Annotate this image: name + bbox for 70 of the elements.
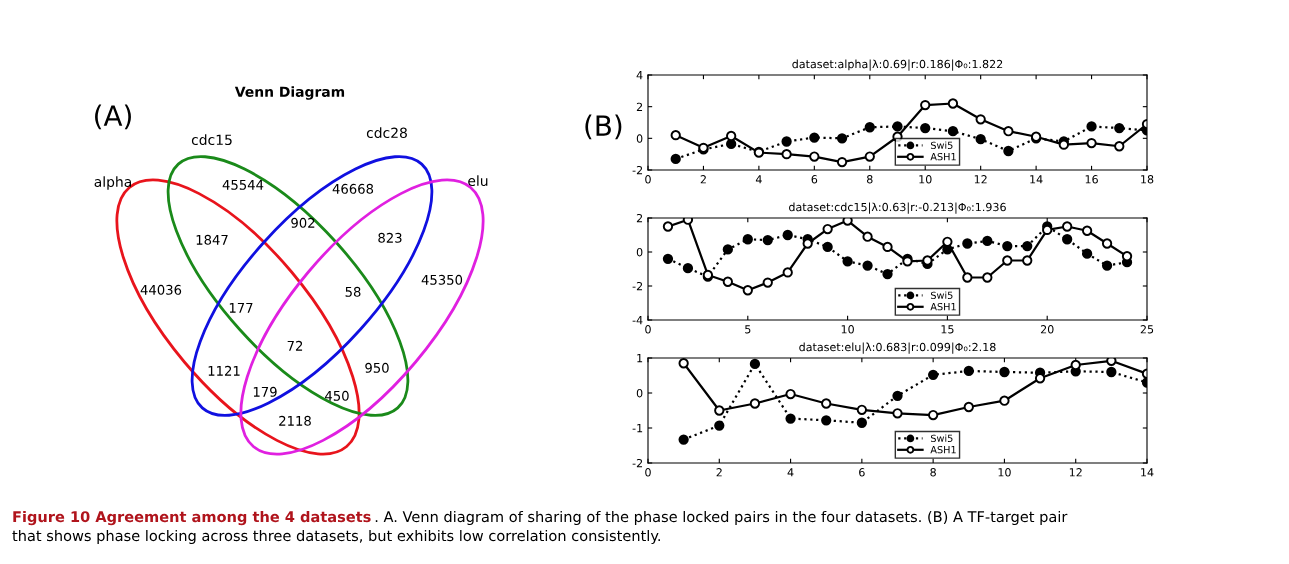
text: (A) <box>95 104 131 130</box>
y-tick-label: -2 <box>632 458 643 468</box>
text: 179 <box>253 386 277 397</box>
text: 823 <box>378 232 402 243</box>
x-tick-label: 0 <box>645 325 651 334</box>
x-tick-label: 0 <box>645 175 651 184</box>
y-tick-label: -4 <box>632 316 643 325</box>
x-tick-label: 2 <box>716 468 722 477</box>
x-tick-label: 2 <box>700 175 706 184</box>
y-tick-label: 2 <box>636 213 643 223</box>
text: 45544 <box>222 180 264 190</box>
legend-label: ASH1 <box>930 445 956 454</box>
x-tick-label: 0 <box>645 468 651 477</box>
text: 177 <box>229 303 253 313</box>
chart-title: dataset:cdc15|λ:0.63|r:-0.213|Φ₀:1.936 <box>789 202 1006 214</box>
x-tick-label: 14 <box>1030 175 1043 184</box>
text: 46668 <box>332 183 374 194</box>
x-tick-label: 4 <box>787 468 794 477</box>
caption: Figure 10 Agreement among the 4 datasets <box>13 510 371 526</box>
legend-label: ASH1 <box>930 302 956 311</box>
text: 450 <box>325 390 349 401</box>
category-label: elu <box>468 175 488 187</box>
x-tick-label: 6 <box>811 175 818 184</box>
x-tick-label: 12 <box>974 175 987 184</box>
text: 58 <box>345 286 361 297</box>
text: (B) <box>585 114 622 140</box>
x-tick-label: 4 <box>755 175 762 184</box>
y-tick-label: 0 <box>636 134 643 143</box>
category-label: cdc28 <box>366 127 407 139</box>
y-tick-label: -2 <box>632 281 643 291</box>
legend-label: Swi5 <box>930 141 953 149</box>
y-tick-label: 4 <box>636 71 643 80</box>
x-tick-label: 8 <box>930 468 936 477</box>
x-tick-label: 14 <box>1141 468 1154 477</box>
text: . A. Venn diagram of sharing of the phase locked pairs in the four datasets. (B) A TF-target pair <box>375 510 1068 526</box>
x-tick-label: 20 <box>1040 325 1054 334</box>
legend-label: ASH1 <box>930 152 956 161</box>
y-tick-label: -1 <box>632 424 643 433</box>
y-tick-label: 1 <box>637 354 643 363</box>
y-tick-label: 2 <box>636 102 643 111</box>
x-tick-label: 16 <box>1085 175 1098 184</box>
y-tick-label: -2 <box>632 165 643 175</box>
text: 1847 <box>196 234 228 245</box>
x-tick-label: 10 <box>841 325 854 334</box>
x-tick-label: 10 <box>919 175 932 184</box>
legend-label: Swi5 <box>930 291 953 299</box>
text: 902 <box>291 217 315 228</box>
x-tick-label: 10 <box>998 468 1011 477</box>
text: 45350 <box>421 274 463 285</box>
text: 44036 <box>140 284 182 295</box>
x-tick-label: 5 <box>745 325 751 334</box>
legend-label: Swi5 <box>930 434 953 442</box>
x-tick-label: 18 <box>1141 175 1154 184</box>
x-tick-label: 6 <box>859 468 865 477</box>
y-tick-label: 0 <box>636 247 643 257</box>
x-tick-label: 15 <box>941 325 954 334</box>
text: that shows phase locking across three datasets, but exhibits low correlation consistently. <box>12 529 660 545</box>
x-tick-label: 8 <box>867 175 873 184</box>
text: 1121 <box>208 365 240 376</box>
chart-title: dataset:elu|λ:0.683|r:0.099|Φ₀:2.18 <box>799 342 996 354</box>
x-tick-label: 25 <box>1140 325 1154 334</box>
text: 950 <box>365 362 389 373</box>
x-tick-label: 12 <box>1069 468 1082 477</box>
category-label: alpha <box>94 176 131 190</box>
text: 2118 <box>279 415 311 426</box>
category-label: cdc15 <box>191 134 232 146</box>
text: Venn Diagram <box>234 86 345 100</box>
y-tick-label: 0 <box>636 388 643 398</box>
text: 72 <box>287 340 303 351</box>
chart-title: dataset:alpha|λ:0.69|r:0.186|Φ₀:1.822 <box>792 59 1003 71</box>
